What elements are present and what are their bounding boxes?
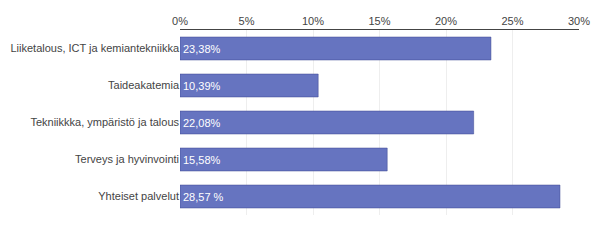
svg-text:Yhteiset palvelut: Yhteiset palvelut: [98, 190, 179, 202]
svg-text:30%: 30%: [568, 15, 590, 27]
svg-text:10%: 10%: [302, 15, 324, 27]
svg-text:Taideakatemia: Taideakatemia: [108, 79, 180, 91]
svg-text:Liiketalous, ICT ja kemiantekn: Liiketalous, ICT ja kemiantekniikka: [10, 42, 179, 54]
svg-text:5%: 5%: [239, 15, 255, 27]
svg-text:Tekniikkka, ympäristö ja talou: Tekniikkka, ympäristö ja talous: [30, 116, 179, 128]
svg-text:15%: 15%: [368, 15, 390, 27]
svg-text:23,38%: 23,38%: [183, 43, 221, 55]
svg-text:0%: 0%: [172, 15, 188, 27]
svg-text:22,08%: 22,08%: [183, 117, 221, 129]
svg-text:25%: 25%: [501, 15, 523, 27]
svg-text:28,57 %: 28,57 %: [183, 191, 224, 203]
svg-text:Terveys ja hyvinvointi: Terveys ja hyvinvointi: [75, 153, 179, 165]
svg-text:15,58%: 15,58%: [183, 154, 221, 166]
svg-text:20%: 20%: [435, 15, 457, 27]
svg-text:10,39%: 10,39%: [183, 80, 221, 92]
